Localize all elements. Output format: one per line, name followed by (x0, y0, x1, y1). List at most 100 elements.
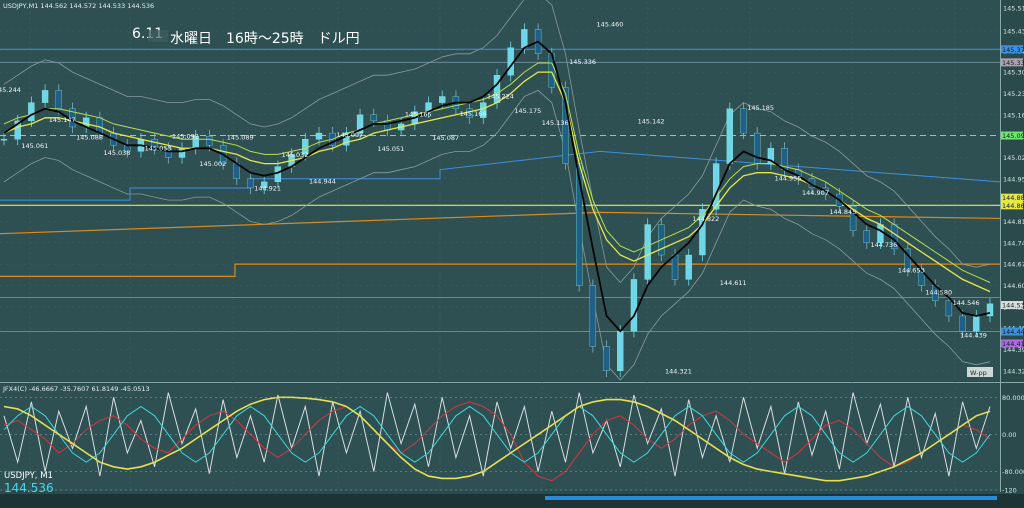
orange-step-line (0, 263, 1000, 277)
price-tag-bg (1001, 201, 1023, 210)
candle-body (699, 209, 706, 256)
price-label: 145.224 (487, 92, 514, 100)
candle (41, 84, 49, 109)
osc-white-line (3, 392, 991, 477)
price-label: 144.907 (802, 189, 829, 197)
candle-body (685, 254, 692, 280)
indicator-info: JFX4(C) -46.6667 -35.7607 61.8149 -45.05… (2, 385, 150, 393)
osc-level-label: 0.00 (1002, 431, 1016, 439)
price-tag-bg (1001, 45, 1023, 54)
title-blur (148, 30, 168, 42)
candle (356, 108, 364, 140)
price-tick-label: 145.160 (1003, 111, 1024, 119)
candle (617, 325, 624, 377)
candle-body (630, 279, 638, 332)
candle (261, 175, 268, 195)
price-label: 144.546 (953, 299, 980, 307)
price-tick-label: 145.510 (1003, 5, 1024, 13)
price-label: 144.921 (254, 185, 281, 193)
candle-body (480, 102, 487, 118)
price-tick-label: 144.600 (1003, 282, 1024, 290)
candle-body (644, 224, 651, 280)
price-tick-label: 144.950 (1003, 175, 1024, 183)
grid-lines (0, 2, 1000, 490)
scroll-bar[interactable] (545, 496, 997, 500)
price-label: 145.092 (172, 133, 199, 141)
indicator-lines (0, 0, 1001, 381)
price-label: 145.032 (282, 151, 309, 159)
price-label: 144.439 (960, 332, 987, 340)
price-tag: 145.375 (1001, 45, 1024, 54)
price-label: 145.038 (104, 149, 131, 157)
price-tag-text: 144.536 (1002, 302, 1024, 310)
green-ma-line (3, 62, 991, 283)
candle-body (603, 346, 610, 372)
price-tag-text: 145.375 (1002, 46, 1024, 54)
price-tag-text: 144.449 (1002, 328, 1024, 336)
price-label: 145.087 (432, 134, 459, 142)
price-label: 145.002 (199, 160, 226, 168)
candle-body (945, 300, 953, 317)
osc-red-line (3, 401, 991, 482)
candle-body (617, 331, 624, 372)
price-label: 145.244 (0, 86, 21, 94)
candle-body (178, 148, 186, 158)
price-tick-label: 144.320 (1003, 367, 1024, 375)
main-panel[interactable] (0, 0, 1000, 381)
price-axis-tags: 145.375 145.332 145.092 144.888144.863 144.5… (1001, 45, 1024, 348)
candle-body (849, 206, 857, 231)
price-label: 145.097 (336, 131, 363, 139)
candle (685, 248, 692, 286)
candle-body (356, 114, 364, 134)
price-tag: 145.092 (1001, 131, 1024, 140)
price-tag-bg (1001, 301, 1023, 310)
price-label: 145.142 (638, 117, 665, 125)
candle (644, 218, 651, 286)
candle-body (165, 148, 172, 158)
candle (986, 297, 994, 323)
black-ma-line (3, 40, 991, 333)
candle (466, 102, 473, 124)
price-label: 145.053 (145, 144, 172, 152)
price-tick-label: 145.020 (1003, 154, 1024, 162)
candle-body (521, 29, 528, 48)
candle (14, 114, 21, 146)
price-label: 145.147 (49, 116, 76, 124)
oscillator-panel[interactable] (0, 384, 1000, 491)
price-tag: 144.863 (1001, 201, 1024, 210)
candle (699, 203, 706, 262)
price-tag-text: 145.332 (1002, 59, 1024, 67)
candle-body (384, 120, 391, 131)
candle-body (439, 96, 446, 103)
candle (945, 294, 953, 323)
candle-body (261, 181, 268, 189)
price-tick-label: 144.740 (1003, 239, 1024, 247)
osc-level-label: -120 (1002, 487, 1017, 495)
candle (589, 279, 597, 353)
upper-band (3, 0, 991, 284)
candle (740, 102, 747, 140)
candle (28, 96, 35, 127)
price-label: 144.944 (309, 178, 336, 186)
w-pp-tag (967, 367, 993, 377)
price-tag-bg (1001, 58, 1023, 67)
price-tick-label: 144.390 (1003, 346, 1024, 354)
candle (863, 224, 870, 249)
price-tag: 144.449 (1001, 327, 1024, 336)
candle-body (206, 135, 213, 146)
candle-body (247, 178, 254, 189)
price-label: 145.175 (514, 107, 541, 115)
price-label: 145.051 (377, 145, 404, 153)
price-tick-label: 145.435 (1003, 27, 1024, 35)
price-label: 144.736 (870, 241, 897, 249)
price-tag-text: 144.410 (1002, 340, 1024, 348)
candle (849, 200, 857, 237)
price-tag-text: 145.092 (1002, 132, 1024, 140)
price-label: 145.460 (597, 20, 624, 28)
price-tag: 144.536 (1001, 301, 1024, 310)
price-label: 144.822 (692, 215, 719, 223)
price-label: 144.845 (829, 208, 856, 216)
